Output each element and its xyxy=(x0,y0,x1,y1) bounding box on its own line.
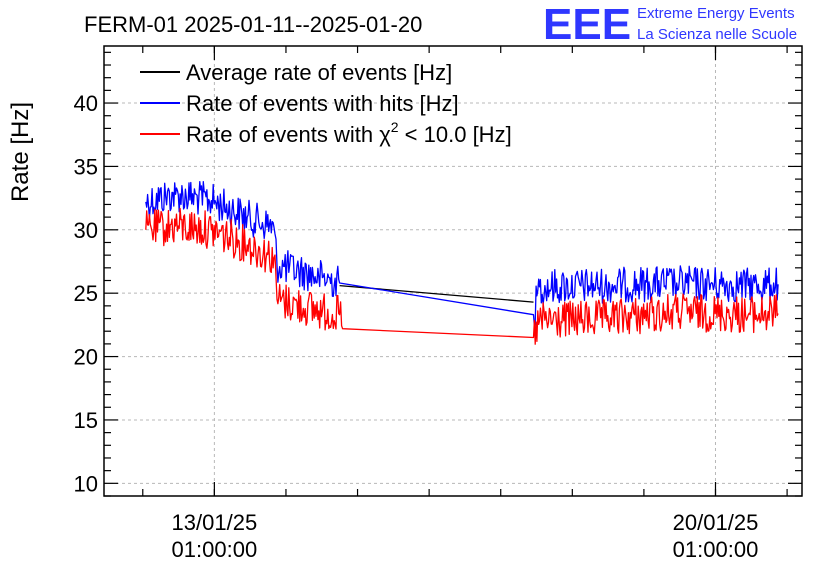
logo-line2: La Scienza nelle Scuole xyxy=(637,26,797,43)
logo-line1: Extreme Energy Events xyxy=(637,5,795,22)
series-line-2 xyxy=(145,207,779,345)
legend: Average rate of events [Hz] Rate of even… xyxy=(140,60,512,147)
y-tick-label: 15 xyxy=(74,408,98,433)
x-tick-label-date: 20/01/25 xyxy=(673,510,759,535)
plot-frame xyxy=(103,45,803,497)
y-tick-label: 25 xyxy=(74,281,98,306)
eee-logo: EEE Extreme Energy Events La Scienza nel… xyxy=(543,0,797,49)
series-line-1 xyxy=(145,181,779,327)
x-tick-label-time: 01:00:00 xyxy=(673,537,759,562)
chart-title: FERM-01 2025-01-11--2025-01-20 xyxy=(84,12,422,37)
legend-label-chi2: Rate of events with χ2 < 10.0 [Hz] xyxy=(186,119,512,147)
axis-ticks: 1015202530354013/01/2501:00:0020/01/2501… xyxy=(74,46,802,562)
x-tick-label-date: 13/01/25 xyxy=(172,510,258,535)
legend-label-average: Average rate of events [Hz] xyxy=(186,60,452,85)
data-series xyxy=(145,181,779,345)
x-tick-label-time: 01:00:00 xyxy=(172,537,258,562)
y-tick-label: 35 xyxy=(74,154,98,179)
y-axis-label: Rate [Hz] xyxy=(7,102,34,202)
y-tick-label: 10 xyxy=(74,471,98,496)
y-tick-label: 30 xyxy=(74,218,98,243)
logo-mark: EEE xyxy=(543,0,631,49)
legend-label-hits: Rate of events with hits [Hz] xyxy=(186,91,459,116)
y-tick-label: 20 xyxy=(74,345,98,370)
grid xyxy=(104,46,802,496)
y-tick-label: 40 xyxy=(74,91,98,116)
